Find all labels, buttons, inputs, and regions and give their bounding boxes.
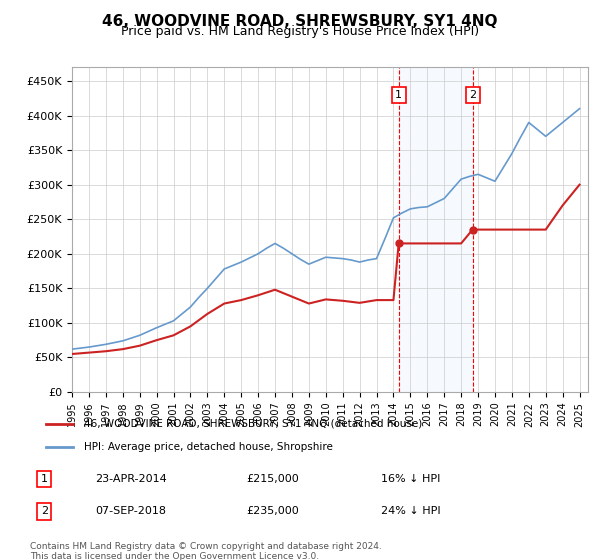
Text: 46, WOODVINE ROAD, SHREWSBURY, SY1 4NQ (detached house): 46, WOODVINE ROAD, SHREWSBURY, SY1 4NQ (…: [84, 419, 422, 429]
Bar: [398, 67, 473, 392]
Text: HPI: Average price, detached house, Shropshire: HPI: Average price, detached house, Shro…: [84, 442, 333, 452]
Text: 2: 2: [469, 90, 476, 100]
Text: 46, WOODVINE ROAD, SHREWSBURY, SY1 4NQ: 46, WOODVINE ROAD, SHREWSBURY, SY1 4NQ: [102, 14, 498, 29]
Text: 23-APR-2014: 23-APR-2014: [95, 474, 167, 484]
Text: 07-SEP-2018: 07-SEP-2018: [95, 506, 166, 516]
Text: 1: 1: [395, 90, 402, 100]
Text: 16% ↓ HPI: 16% ↓ HPI: [381, 474, 440, 484]
Text: £235,000: £235,000: [246, 506, 299, 516]
Text: £215,000: £215,000: [246, 474, 299, 484]
Text: Price paid vs. HM Land Registry's House Price Index (HPI): Price paid vs. HM Land Registry's House …: [121, 25, 479, 38]
Text: Contains HM Land Registry data © Crown copyright and database right 2024.
This d: Contains HM Land Registry data © Crown c…: [30, 542, 382, 560]
Text: 24% ↓ HPI: 24% ↓ HPI: [381, 506, 440, 516]
Text: 1: 1: [41, 474, 48, 484]
Text: 2: 2: [41, 506, 48, 516]
